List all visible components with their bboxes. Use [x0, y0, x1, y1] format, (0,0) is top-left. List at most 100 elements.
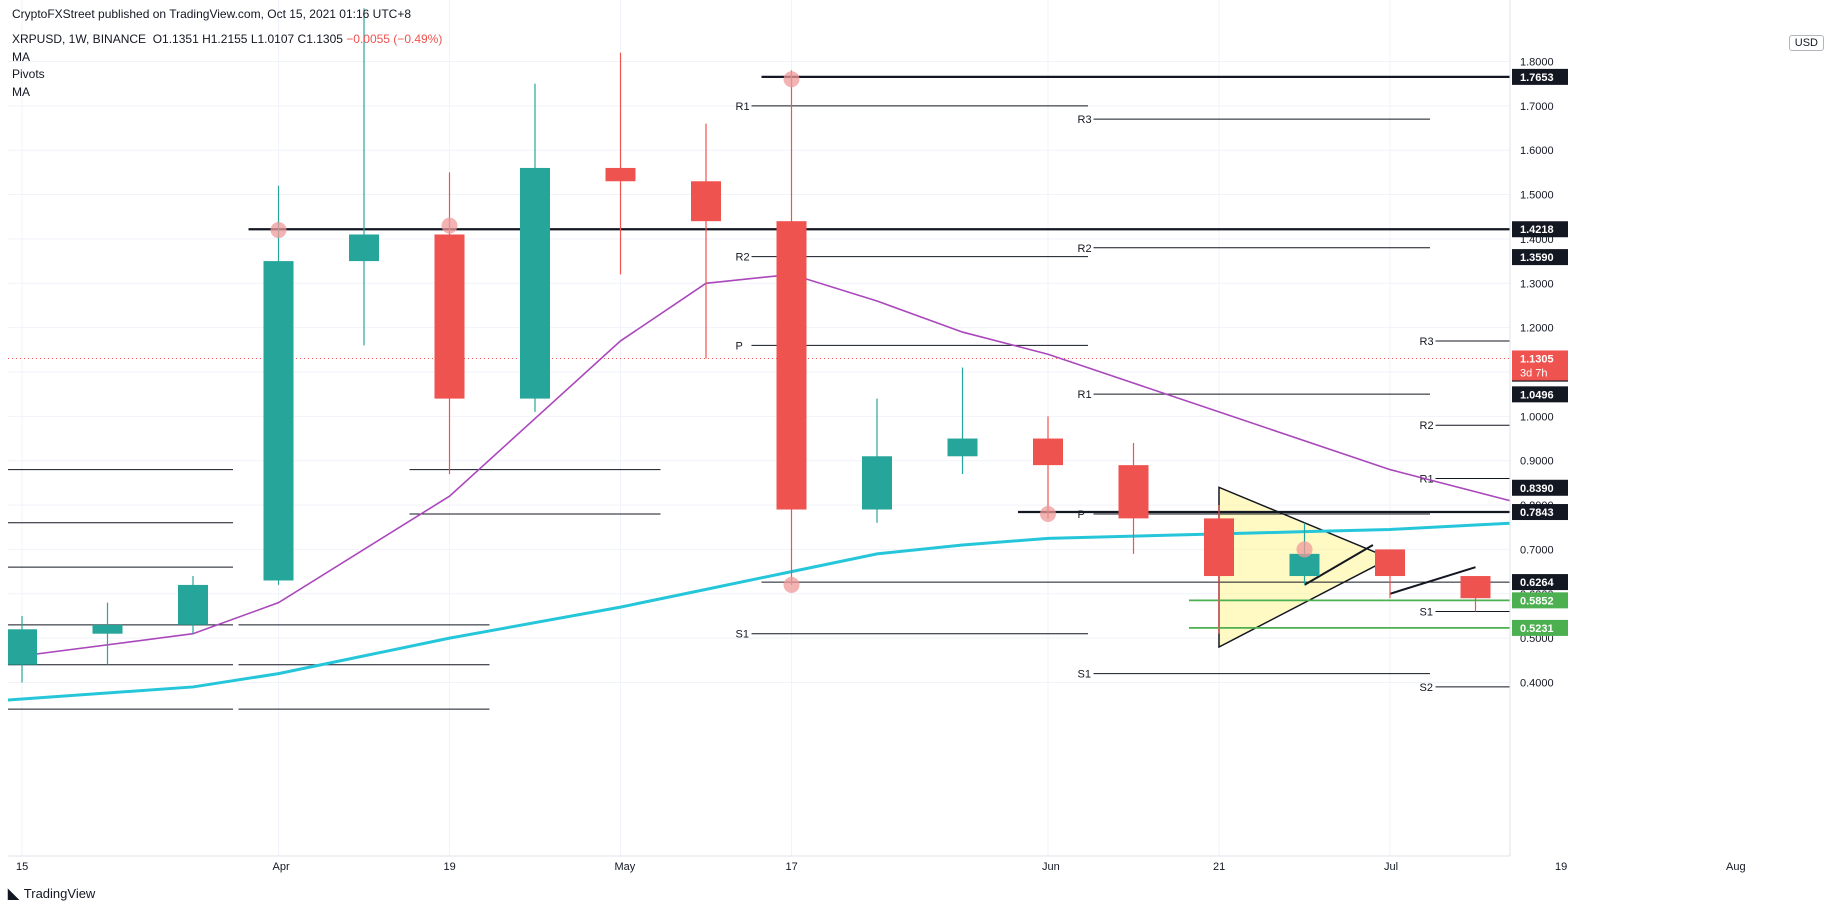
x-tick-label: May: [615, 861, 636, 873]
swing-marker: [1296, 541, 1313, 558]
indicator-ma-fast[interactable]: MA: [12, 50, 30, 64]
price-tag-label: 1.3590: [1520, 252, 1554, 264]
x-tick-label: 17: [786, 861, 798, 873]
price-tag-bg: [1512, 619, 1568, 636]
candle-body: [1632, 536, 1662, 589]
swing-marker: [1810, 262, 1826, 278]
candle-body: [947, 438, 978, 457]
pivot-label: S1: [1420, 607, 1433, 619]
price-tag-bg: [1512, 249, 1568, 266]
swing-marker: [1810, 253, 1826, 269]
current-price-tag-bg: [1512, 350, 1568, 381]
price-tag-label: 1.0496: [1520, 389, 1554, 401]
pivot-label: S2: [1420, 682, 1433, 694]
price-tag-bg: [1512, 221, 1568, 238]
change-value: −0.0055 (−0.49%): [346, 32, 443, 46]
swing-marker: [1810, 510, 1826, 526]
pivot-label: R2: [736, 252, 750, 264]
swing-marker: [270, 222, 287, 239]
swing-marker: [783, 71, 800, 88]
high-value: H1.2155: [202, 32, 248, 46]
candle-body: [1289, 553, 1320, 577]
x-tick-label: 19: [1555, 861, 1567, 873]
pivot-label: S1: [1078, 669, 1091, 681]
price-tag-label: 0.5231: [1520, 623, 1554, 635]
arrow-line: [1303, 544, 1374, 586]
pivot-label: S1: [736, 629, 749, 641]
candle-body: [1118, 465, 1149, 519]
ma-slow-line: [8, 521, 1510, 702]
price-tag-label: 0.7843: [1520, 507, 1554, 519]
indicator-pivots[interactable]: Pivots: [12, 67, 45, 81]
candle-body: [1033, 438, 1063, 466]
y-tick-label: 0.5000: [1520, 633, 1554, 645]
pivot-label: P: [736, 340, 743, 352]
price-tag-bg: [1512, 479, 1568, 496]
pivot-label: R3: [1420, 336, 1434, 348]
candle-body: [8, 629, 37, 665]
pivot-label: R1: [1078, 389, 1092, 401]
arrow-line: [1389, 566, 1476, 595]
y-tick-label: 1.6000: [1520, 145, 1554, 157]
pivot-label: R3: [1078, 114, 1092, 126]
price-tag-bg: [1512, 68, 1568, 85]
candle-body: [776, 221, 807, 510]
y-tick-label: 1.5000: [1520, 190, 1554, 202]
candle-body: [1717, 510, 1747, 537]
y-tick-label: 0.7000: [1520, 544, 1554, 556]
price-tag-label: 0.5852: [1520, 595, 1554, 607]
price-tag-bg: [1512, 592, 1568, 609]
price-tag-label: 1.7653: [1520, 72, 1554, 84]
swing-marker: [441, 217, 458, 234]
price-tag-label: 0.8390: [1520, 483, 1554, 495]
candle-body: [691, 181, 721, 222]
trendline: [1587, 24, 1834, 632]
x-tick-label: 15: [16, 861, 28, 873]
candle-body: [178, 584, 208, 625]
candle-body: [1803, 292, 1833, 509]
symbol-label: XRPUSD, 1W, BINANCE: [12, 32, 147, 46]
swing-marker: [783, 576, 800, 593]
candle-body: [520, 167, 550, 399]
candle-body: [349, 234, 379, 262]
pivot-label: R1: [736, 101, 750, 113]
price-tag-bg: [1512, 574, 1568, 591]
x-tick-label: Jun: [1042, 861, 1060, 873]
candle-body: [1204, 518, 1234, 577]
candle-body: [605, 167, 636, 182]
pivot-label: P: [1078, 509, 1085, 521]
candle-body: [92, 624, 123, 634]
tradingview-wordmark: TradingView: [23, 886, 96, 901]
swing-marker: [1724, 502, 1740, 518]
x-tick-label: Aug: [1726, 861, 1746, 873]
swing-marker: [1040, 505, 1056, 522]
candle-body: [434, 234, 465, 399]
publisher-line: CryptoFXStreet published on TradingView.…: [12, 7, 411, 21]
y-tick-label: 0.4000: [1520, 678, 1554, 690]
currency-button[interactable]: USD: [1788, 35, 1824, 51]
pivot-label: R2: [1420, 420, 1434, 432]
y-tick-label: 1.3000: [1520, 278, 1554, 290]
countdown-label: 3d 7h: [1520, 367, 1548, 379]
indicator-ma-slow[interactable]: MA: [12, 85, 30, 99]
x-tick-label: 19: [444, 861, 456, 873]
x-tick-label: Apr: [273, 861, 290, 873]
low-value: L1.0107: [250, 32, 295, 46]
price-tag-label: 0.6264: [1520, 577, 1555, 589]
open-value: O1.1351: [152, 32, 199, 46]
price-tag-bg: [1512, 504, 1568, 521]
y-tick-label: 1.0000: [1520, 411, 1554, 423]
y-tick-label: 1.2000: [1520, 323, 1554, 335]
price-tag-label: 1.4218: [1520, 224, 1554, 236]
plot-layer: R3R2R1PS1S2R1R2PS1R3R2R1PS1R3R2R1S1S2R2R…: [8, 0, 1834, 856]
tradingview-logo[interactable]: ◣ TradingView: [8, 885, 95, 902]
ma-fast-line: [21, 273, 1510, 657]
price-tag-bg: [1512, 386, 1568, 403]
y-tick-label: 1.8000: [1520, 56, 1554, 68]
current-price-tag-label: 1.1305: [1520, 353, 1554, 365]
candle-body: [1460, 576, 1491, 599]
candle-body: [263, 261, 294, 581]
pivot-label: R2: [1078, 243, 1092, 255]
